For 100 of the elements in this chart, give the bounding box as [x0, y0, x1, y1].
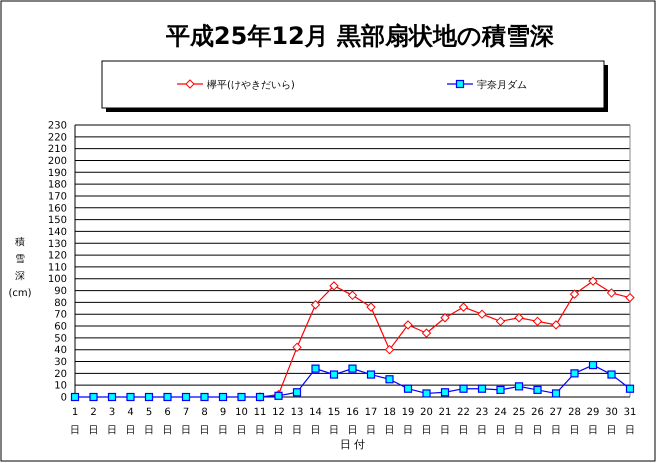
point — [218, 392, 228, 402]
y-tick-label: 230 — [48, 120, 67, 132]
point — [626, 293, 634, 302]
x-tick-label: 28日 — [568, 407, 581, 436]
x-tick-label: 10日 — [235, 407, 248, 436]
x-tick-label: 6日 — [162, 407, 172, 436]
y-tick-label: 60 — [54, 322, 67, 333]
x-tick-label: 5日 — [144, 407, 154, 436]
point — [459, 384, 468, 393]
point — [570, 369, 579, 378]
y-tick-label: 120 — [48, 250, 67, 262]
point — [237, 392, 246, 402]
x-tick-label: 8日 — [200, 407, 210, 436]
y-tick-label: 160 — [48, 203, 67, 214]
x-tick-label: 1日 — [70, 407, 80, 436]
point — [182, 392, 190, 402]
point — [422, 389, 431, 398]
point — [422, 328, 431, 338]
point — [70, 392, 80, 402]
point — [588, 360, 598, 370]
point — [478, 384, 486, 393]
x-tick-label: 31日 — [624, 407, 636, 436]
point — [126, 392, 135, 402]
point — [533, 316, 542, 326]
y-tick-label: 50 — [54, 333, 67, 344]
point — [514, 313, 524, 322]
x-tick-label: 3日 — [107, 407, 117, 436]
point — [588, 276, 598, 286]
y-tick-label: 220 — [48, 132, 67, 144]
x-tick-label: 13日 — [290, 407, 304, 436]
y-tick-label: 170 — [48, 191, 67, 202]
point — [607, 288, 616, 298]
x-tick-label: 25日 — [512, 407, 526, 436]
y-tick-label: 70 — [54, 310, 67, 321]
x-tick-label: 18日 — [383, 407, 396, 436]
point — [440, 313, 450, 322]
x-tick-label: 21日 — [438, 407, 452, 436]
point — [366, 370, 376, 379]
point — [292, 388, 302, 396]
point — [459, 302, 468, 312]
point — [440, 388, 450, 396]
y-tick-label: 90 — [54, 286, 67, 298]
y-tick-label: 130 — [48, 238, 67, 250]
y-tick-label: 190 — [48, 168, 67, 179]
point — [626, 384, 634, 393]
point — [89, 392, 98, 402]
point — [311, 364, 320, 373]
point — [292, 342, 302, 352]
y-tick-label: 20 — [54, 368, 67, 380]
y-tick-label: 10 — [54, 380, 67, 392]
point — [366, 302, 376, 312]
point — [404, 320, 412, 330]
x-tick-label: 16日 — [346, 407, 359, 436]
x-tick-label: 26日 — [531, 407, 544, 436]
y-tick-label: 110 — [48, 262, 67, 274]
y-tick-label: 150 — [48, 215, 67, 226]
y-tick-label: 180 — [48, 180, 67, 191]
x-tick-label: 2日 — [88, 407, 98, 436]
x-tick-label: 9日 — [218, 407, 228, 436]
y-tick-label: 140 — [48, 226, 67, 238]
point — [330, 370, 338, 379]
y-tick-label: 200 — [48, 156, 67, 167]
point — [514, 382, 524, 390]
point — [496, 386, 505, 394]
x-tick-label: 24日 — [494, 407, 507, 436]
legend-label: 欅平(けやきだいら) — [207, 79, 295, 91]
point — [348, 290, 357, 300]
y-axis-title: 積雪深(cm) — [8, 236, 32, 299]
point — [200, 392, 209, 402]
point — [385, 375, 394, 384]
y-tick-label: 0 — [60, 392, 67, 404]
y-tick-label: 100 — [48, 274, 67, 286]
x-tick-label: 4日 — [126, 407, 136, 436]
y-tick-label: 30 — [54, 357, 67, 368]
x-tick-label: 7日 — [181, 407, 191, 436]
point — [108, 392, 116, 402]
x-tick-label: 17日 — [364, 407, 378, 436]
point — [552, 320, 560, 330]
point — [311, 300, 320, 310]
point — [552, 389, 560, 398]
point — [570, 290, 579, 299]
x-tick-label: 20日 — [420, 407, 433, 436]
point — [330, 281, 338, 290]
x-tick-label: 11日 — [254, 407, 266, 436]
point — [478, 310, 486, 319]
point — [496, 316, 505, 326]
point — [385, 345, 394, 354]
chart-title: 平成25年12月 黒部扇状地の積雪深 — [164, 22, 554, 50]
point — [533, 386, 542, 394]
y-tick-label: 40 — [54, 345, 67, 356]
x-tick-label: 22日 — [457, 407, 470, 436]
x-tick-label: 14日 — [309, 407, 322, 436]
point — [607, 370, 616, 379]
y-tick-label: 80 — [54, 298, 67, 309]
point — [404, 384, 412, 393]
legend-label: 宇奈月ダム — [477, 79, 527, 91]
x-tick-label: 23日 — [476, 407, 488, 436]
point — [348, 364, 357, 373]
x-tick-label: 27日 — [550, 407, 562, 436]
point — [144, 392, 154, 402]
